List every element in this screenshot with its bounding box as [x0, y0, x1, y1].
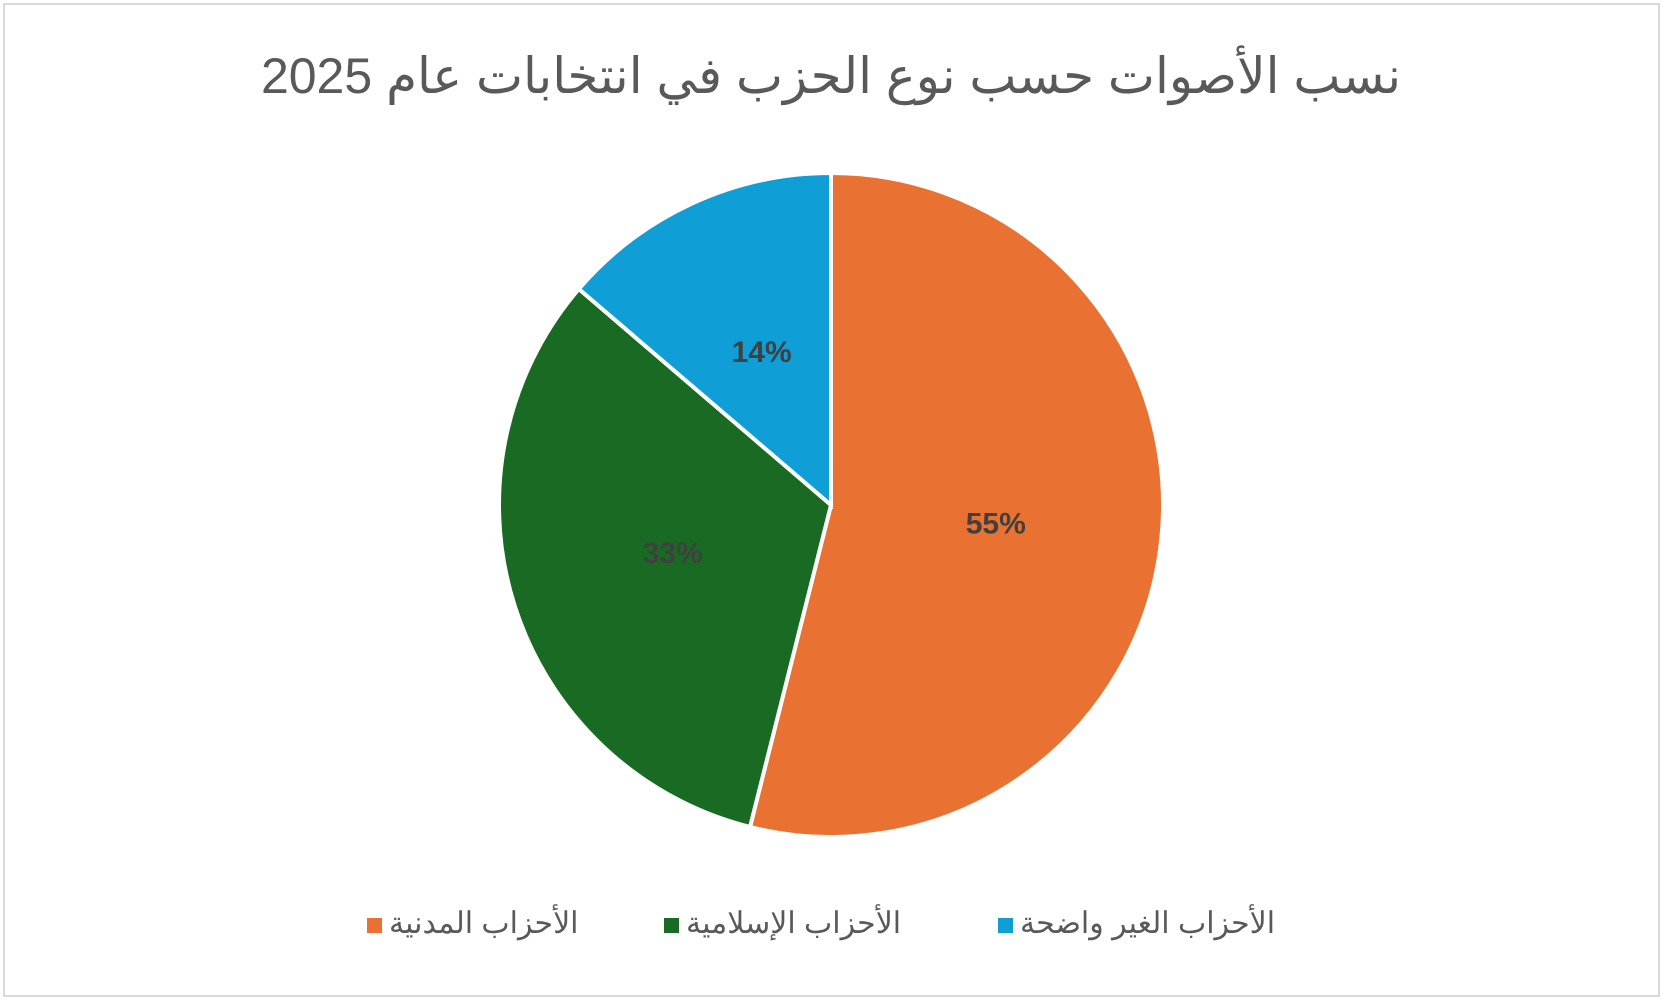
data-label: 33% — [643, 537, 703, 570]
legend-label: الأحزاب المدنية — [389, 905, 579, 941]
pie-slice — [497, 286, 834, 830]
legend-label: الأحزاب الإسلامية — [686, 905, 901, 941]
legend-label: الأحزاب الغير واضحة — [1020, 905, 1275, 941]
data-label: 55% — [966, 507, 1026, 540]
pie-slice — [576, 170, 833, 510]
data-label: 14% — [732, 336, 792, 369]
legend-swatch — [367, 918, 382, 933]
chart-title: نسب الأصوات حسب نوع الحزب في انتخابات عا… — [261, 45, 1401, 106]
legend-swatch — [664, 918, 679, 933]
pie-slice — [747, 170, 1165, 839]
legend-swatch — [998, 918, 1013, 933]
